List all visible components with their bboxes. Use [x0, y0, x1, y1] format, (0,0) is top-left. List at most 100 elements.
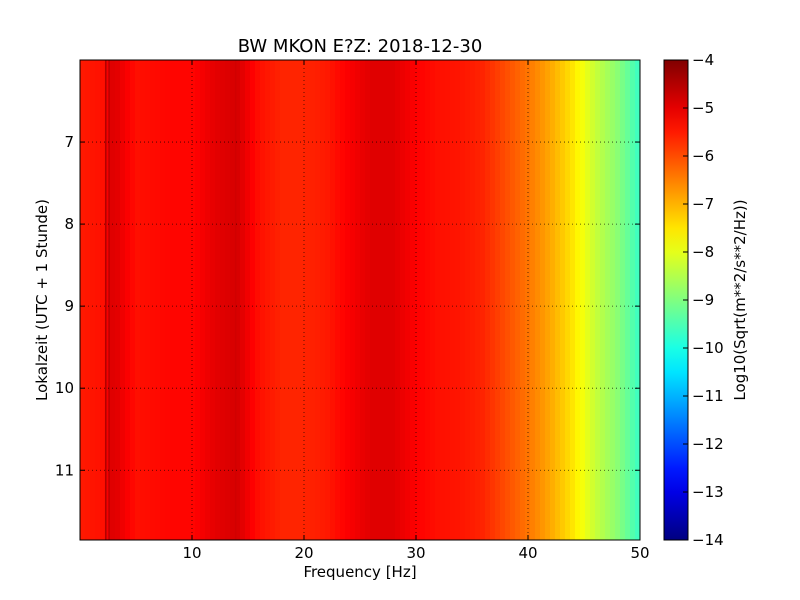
spectrogram-band: [465, 60, 471, 540]
spectrogram-band: [95, 60, 101, 540]
spectrogram-band: [260, 60, 266, 540]
spectrogram-band: [340, 60, 346, 540]
spectrogram-band: [385, 60, 391, 540]
spectrogram-band: [440, 60, 446, 540]
spectrogram-band: [500, 60, 506, 540]
x-tick-label: 30: [406, 544, 425, 562]
spectrogram-band: [550, 60, 556, 540]
spectrogram-band: [615, 60, 621, 540]
spectrogram-band: [610, 60, 616, 540]
colorbar-label: Log10(Sqrt(m**2/s**2/Hz)): [731, 199, 749, 400]
colorbar-tick-label: −10: [692, 339, 724, 357]
spectrogram-band: [495, 60, 501, 540]
y-axis-label: Lokalzeit (UTC + 1 Stunde): [33, 199, 51, 401]
spectrogram-band: [130, 60, 136, 540]
spectrogram-band: [140, 60, 146, 540]
spectrogram-band: [575, 60, 581, 540]
spectrogram-band: [360, 60, 366, 540]
y-tick-label: 7: [64, 133, 74, 151]
spectrogram-band: [425, 60, 431, 540]
spectrogram-band: [120, 60, 126, 540]
spectrogram-band: [565, 60, 571, 540]
spectrogram-band: [430, 60, 436, 540]
spectrogram-band: [105, 60, 111, 540]
x-tick-label: 10: [182, 544, 201, 562]
spectrogram-band: [470, 60, 476, 540]
spectrogram-band: [435, 60, 441, 540]
spectrogram-band: [320, 60, 326, 540]
spectrogram-band: [145, 60, 151, 540]
spectrogram-band: [505, 60, 511, 540]
spectrogram-band: [180, 60, 186, 540]
spectrogram-band: [555, 60, 561, 540]
spectrogram-band: [475, 60, 481, 540]
spectrogram-band: [285, 60, 291, 540]
spectrogram-band: [530, 60, 536, 540]
spectrogram-band: [515, 60, 521, 540]
spectrogram-band: [345, 60, 351, 540]
colorbar-tick-label: −5: [692, 99, 714, 117]
spectrogram-band: [415, 60, 421, 540]
spectrogram-band: [350, 60, 356, 540]
spectrogram-band: [635, 60, 640, 540]
y-tick-label: 11: [55, 461, 74, 479]
spectrogram-band: [330, 60, 336, 540]
x-axis-label: Frequency [Hz]: [303, 563, 416, 581]
spectrogram-band: [200, 60, 206, 540]
spectrogram-band: [250, 60, 256, 540]
spectrogram-band: [220, 60, 226, 540]
spectrogram-band: [100, 60, 106, 540]
spectrogram-heatmap: [80, 60, 640, 540]
spectrogram-band: [630, 60, 636, 540]
spectrogram-band: [370, 60, 376, 540]
spectrogram-band: [545, 60, 551, 540]
y-tick-label: 8: [64, 215, 74, 233]
spectrogram-band: [205, 60, 211, 540]
spectrogram-band: [270, 60, 276, 540]
spectrogram-band: [230, 60, 236, 540]
colorbar-ticks: −4 −5 −6 −7 −8 −9 −10 −11 −12 −13 −14: [683, 51, 724, 549]
spectrogram-band: [305, 60, 311, 540]
spectrogram-band: [355, 60, 361, 540]
spectrogram-band: [540, 60, 546, 540]
y-tick-label: 9: [64, 297, 74, 315]
spectrogram-band: [125, 60, 131, 540]
colorbar-tick-label: −13: [692, 483, 724, 501]
spectrogram-band: [310, 60, 316, 540]
spectrogram-band: [600, 60, 606, 540]
spectrogram-band: [155, 60, 161, 540]
spectrogram-band: [510, 60, 516, 540]
spectrogram-band: [170, 60, 176, 540]
spectrogram-band: [625, 60, 631, 540]
colorbar-tick-label: −11: [692, 387, 724, 405]
spectrogram-band: [275, 60, 281, 540]
spectrogram-band: [365, 60, 371, 540]
spectrogram-band: [595, 60, 601, 540]
spectrogram-band: [245, 60, 251, 540]
spectrogram-band: [375, 60, 381, 540]
colorbar-tick-label: −8: [692, 243, 714, 261]
spectrogram-band: [150, 60, 156, 540]
spectrogram-band: [485, 60, 491, 540]
spectrogram-band: [445, 60, 451, 540]
spectrogram-band: [560, 60, 566, 540]
spectrogram-band: [535, 60, 541, 540]
y-axis-ticks: 7 8 9 10 11: [55, 133, 640, 479]
spectrogram-band: [135, 60, 141, 540]
spectrogram-band: [460, 60, 466, 540]
spectrogram-band: [585, 60, 591, 540]
chart-title: BW MKON E?Z: 2018-12-30: [238, 36, 483, 57]
x-tick-label: 40: [518, 544, 537, 562]
spectrogram-band: [80, 60, 86, 540]
y-tick-label: 10: [55, 379, 74, 397]
grid-lines: [80, 60, 640, 540]
spectrogram-band: [395, 60, 401, 540]
spectrogram-band: [210, 60, 216, 540]
spectrogram-band: [315, 60, 321, 540]
spectrogram-band: [490, 60, 496, 540]
spectrogram-band: [190, 60, 196, 540]
spectrogram-band: [165, 60, 171, 540]
spectrogram-band: [410, 60, 416, 540]
x-axis-ticks: 10 20 30 40 50: [182, 60, 650, 562]
colorbar-tick-label: −9: [692, 291, 714, 309]
